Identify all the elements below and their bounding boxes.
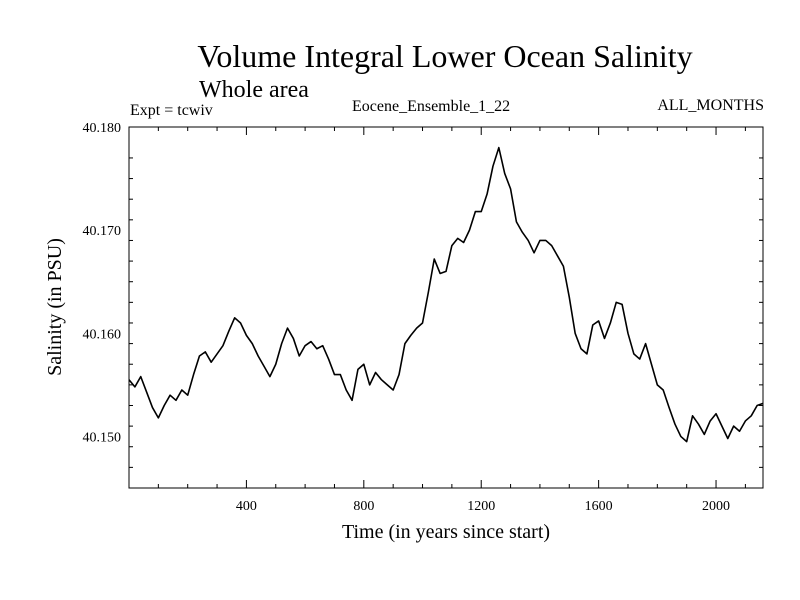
x-tick-label: 400	[236, 499, 257, 514]
plot-frame	[128, 126, 764, 489]
y-tick-label: 40.180	[83, 121, 122, 136]
y-axis-label: Salinity (in PSU)	[44, 238, 66, 376]
x-tick-label: 800	[353, 499, 374, 514]
run-label: Eocene_Ensemble_1_22	[352, 98, 511, 115]
y-tick-label: 40.170	[83, 224, 122, 239]
series-line	[128, 146, 764, 443]
experiment-label: Expt = tcwiv	[130, 102, 213, 119]
x-tick-label: 1200	[467, 499, 495, 514]
x-tick-label: 2000	[702, 499, 730, 514]
y-tick-label: 40.160	[83, 327, 122, 342]
chart-subtitle: Whole area	[199, 77, 309, 103]
y-tick-label: 40.150	[83, 430, 122, 445]
x-axis-label: Time (in years since start)	[342, 521, 550, 543]
months-label: ALL_MONTHS	[657, 97, 764, 114]
chart-title: Volume Integral Lower Ocean Salinity	[197, 38, 693, 74]
tick-labels: 400 800 1200 1600 2000 40.150 40.160 40.170 40.1…	[83, 121, 731, 514]
tick-marks	[129, 127, 763, 488]
x-tick-label: 1600	[585, 499, 613, 514]
